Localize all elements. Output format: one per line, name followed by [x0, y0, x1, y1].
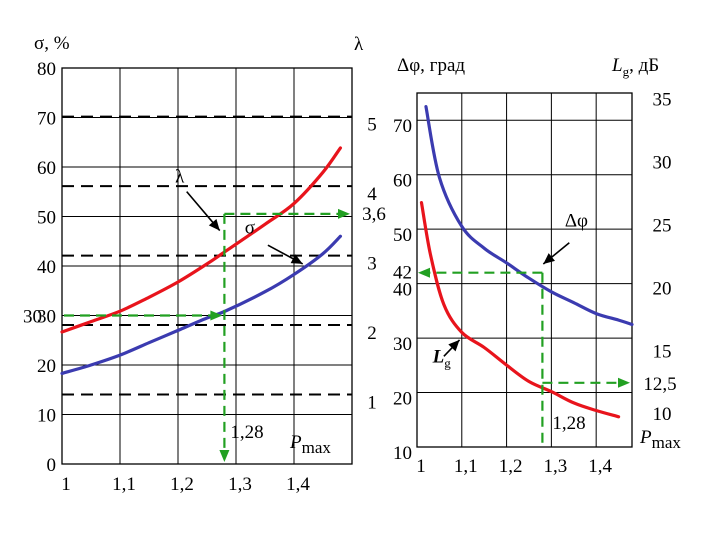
- right-marker-value: 3,6: [362, 204, 386, 225]
- right-x-axis-title: Pmax: [639, 427, 681, 452]
- right-right-axis-tick: 25: [653, 215, 672, 236]
- right-left-axis-tick: 40: [393, 280, 412, 301]
- left-y-tick-label: 0: [47, 455, 57, 476]
- right-right-axis-tick: 10: [653, 404, 672, 425]
- right-right-marker-value: 12,5: [643, 374, 676, 395]
- left-right-axis-title: λ: [354, 34, 364, 55]
- lg-curve-label: Lg: [432, 347, 452, 371]
- left-y-tick-label: 50: [37, 208, 56, 229]
- right-x-marker-value: 1,28: [552, 413, 585, 434]
- left-y-tick-label: 30: [37, 307, 56, 328]
- right-right-axis-tick: 15: [653, 341, 672, 362]
- dphi-pointer-head: [543, 253, 555, 265]
- left-y-tick-label: 20: [37, 356, 56, 377]
- x-marker-value: 1,28: [230, 422, 263, 443]
- right-right-axis-tick: 35: [653, 89, 672, 110]
- left-x-tick-label: 1,4: [286, 474, 310, 495]
- right-x-tick-label: 1,2: [499, 456, 523, 477]
- right-right-axis-tick: 20: [653, 278, 672, 299]
- right-x-tick-label: 1,1: [454, 456, 478, 477]
- sigma-curve-label: σ: [245, 217, 255, 238]
- left-right-axis-tick: 2: [367, 323, 377, 344]
- left-right-axis-tick: 3: [367, 254, 377, 275]
- right-right-axis-tick: 30: [653, 152, 672, 173]
- left-right-axis-tick: 5: [367, 115, 377, 136]
- right-left-axis-tick: 10: [393, 443, 412, 464]
- dphi-curve-label: Δφ: [565, 210, 588, 231]
- sigma-pointer-head: [290, 254, 303, 264]
- left-right-axis-tick: 4: [367, 184, 377, 205]
- marker2-left-arrowhead: [418, 267, 430, 278]
- left-y-axis-title: σ, %: [34, 33, 70, 54]
- left-y-tick-label: 10: [37, 406, 56, 427]
- right-left-axis-tick: 30: [393, 334, 412, 355]
- right-left-axis-title: Δφ, град: [397, 55, 465, 76]
- right-x-tick-label: 1: [416, 456, 426, 477]
- series-lambda-line: [60, 146, 342, 334]
- left-x-axis-title: Pmax: [289, 432, 331, 457]
- lg-pointer-head: [448, 339, 460, 352]
- left-x-tick-label: 1: [61, 474, 71, 495]
- marker-left-arrowhead: [210, 310, 223, 321]
- left-x-tick-label: 1,1: [112, 474, 136, 495]
- right-left-axis-tick: 20: [393, 389, 412, 410]
- marker2-right-arrowhead: [618, 377, 630, 388]
- right-left-axis-tick: 70: [393, 116, 412, 137]
- right-left-axis-tick: 60: [393, 171, 412, 192]
- right-x-tick-label: 1,3: [544, 456, 568, 477]
- left-x-tick-label: 1,3: [228, 474, 252, 495]
- series-sigma-line: [60, 234, 342, 376]
- lambda-curve-label: λ: [175, 167, 185, 188]
- right-left-axis-tick: 50: [393, 225, 412, 246]
- lambda-pointer-head: [208, 218, 220, 231]
- left-y-tick-label: 40: [37, 257, 56, 278]
- left-marker-value: 30: [23, 307, 42, 328]
- series-lg-line: [419, 201, 621, 419]
- right-plot-frame: [416, 92, 633, 448]
- left-y-tick-label: 70: [37, 109, 56, 130]
- series-dphi-line: [424, 105, 634, 327]
- right-left-marker-value: 42: [393, 263, 412, 284]
- marker-right-arrowhead: [338, 208, 350, 219]
- right-right-axis-title: Lg, дБ: [611, 55, 659, 79]
- left-x-tick-label: 1,2: [170, 474, 194, 495]
- right-x-tick-label: 1,4: [588, 456, 612, 477]
- left-right-axis-tick: 1: [367, 393, 377, 414]
- left-y-tick-label: 80: [37, 59, 56, 80]
- marker-vertical-arrowhead: [219, 450, 230, 462]
- left-y-tick-label: 60: [37, 158, 56, 179]
